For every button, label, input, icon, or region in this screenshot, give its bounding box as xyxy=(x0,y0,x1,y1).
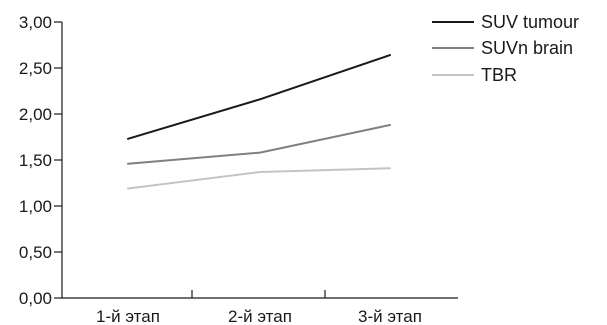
y-tick-label: 3,00 xyxy=(19,13,52,32)
legend-label: TBR xyxy=(481,65,517,85)
series-line-0 xyxy=(127,54,391,140)
y-tick-label: 2,00 xyxy=(19,105,52,124)
legend-item: SUV tumour xyxy=(432,12,579,32)
y-ticks: 0,00 0,50 1,00 1,50 2,00 2,50 3,00 xyxy=(19,13,62,308)
series-line-1 xyxy=(127,124,391,165)
y-tick-label: 1,50 xyxy=(19,151,52,170)
series-line-2 xyxy=(127,167,391,190)
series-lines xyxy=(127,54,391,190)
y-tick-label: 2,50 xyxy=(19,59,52,78)
legend-label: SUV tumour xyxy=(481,12,579,32)
x-tick-label: 3-й этап xyxy=(358,307,422,325)
y-tick-label: 0,50 xyxy=(19,243,52,262)
legend-item: SUVn brain xyxy=(432,38,573,58)
x-tick-label: 2-й этап xyxy=(228,307,292,325)
legend: SUV tumour SUVn brain TBR xyxy=(432,12,579,85)
x-tick-label: 1-й этап xyxy=(96,307,160,325)
y-tick-label: 0,00 xyxy=(19,289,52,308)
legend-label: SUVn brain xyxy=(481,38,573,58)
x-ticks: 1-й этап 2-й этап 3-й этап xyxy=(96,290,422,325)
y-tick-label: 1,00 xyxy=(19,197,52,216)
legend-item: TBR xyxy=(432,65,517,85)
